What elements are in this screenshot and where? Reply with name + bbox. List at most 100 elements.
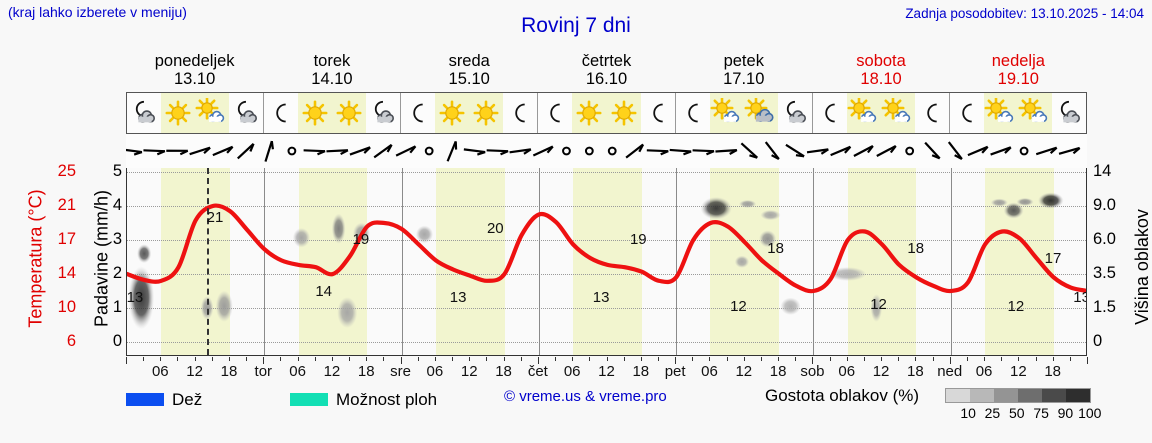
horizontal-gridline bbox=[127, 240, 1086, 241]
cloud-height-axis-ticks: 14 9.0 6.0 3.5 1.5 0 bbox=[1093, 160, 1137, 370]
x-axis-label: sob bbox=[800, 363, 825, 380]
copyright-link[interactable]: © vreme.us & vreme.pro bbox=[504, 388, 667, 405]
daylight-band bbox=[573, 168, 642, 355]
temperature-value-label: 12 bbox=[730, 298, 747, 316]
cloud-patch bbox=[337, 297, 358, 328]
rain-legend-swatch bbox=[126, 393, 164, 406]
day-name: torek bbox=[313, 52, 351, 70]
x-axis-tick bbox=[469, 357, 471, 361]
x-axis-label: 12 bbox=[323, 363, 341, 380]
x-axis-tick bbox=[452, 357, 454, 361]
day-date: 15.10 bbox=[448, 70, 490, 88]
cloud-height-tick: 14 bbox=[1093, 162, 1112, 180]
icon-day-petek bbox=[676, 93, 813, 133]
day-date: 18.10 bbox=[860, 70, 902, 88]
x-axis-tick bbox=[1001, 357, 1003, 361]
x-axis-label: ned bbox=[937, 363, 963, 380]
moon-cloud-icon bbox=[229, 93, 263, 133]
cloud-patch bbox=[990, 198, 1008, 207]
precipitation-tick: 2 bbox=[112, 264, 122, 282]
cloud-patch bbox=[415, 225, 434, 244]
temperature-curve-layer bbox=[127, 203, 1086, 294]
x-axis-label: 06 bbox=[701, 363, 718, 380]
x-axis-tick bbox=[812, 357, 814, 364]
x-axis-tick bbox=[297, 357, 299, 361]
cloud-height-tick: 3.5 bbox=[1093, 264, 1116, 282]
sun-icon bbox=[332, 93, 367, 133]
page-title: Rovinj 7 dni bbox=[521, 14, 631, 37]
day-name: četrtek bbox=[581, 52, 632, 70]
x-axis-label: 18 bbox=[220, 363, 238, 380]
cloud-patch bbox=[137, 244, 152, 264]
wind-barbs-svg bbox=[120, 140, 1081, 162]
sun-icon bbox=[435, 93, 470, 133]
x-axis-tick bbox=[846, 357, 848, 361]
cloud-height-tick: 1.5 bbox=[1093, 298, 1116, 316]
day-header-nedelja: nedelja 19.10 bbox=[950, 52, 1087, 88]
cloud-density-legend-title: Gostota oblakov (%) bbox=[765, 386, 920, 405]
temperature-tick: 25 bbox=[57, 162, 76, 180]
moon-cloud-icon bbox=[127, 93, 161, 133]
horizontal-gridline bbox=[127, 172, 1086, 173]
day-date: 19.10 bbox=[997, 70, 1039, 88]
x-axis-tick bbox=[349, 357, 351, 361]
day-separator bbox=[538, 168, 540, 355]
sun-cloud-icon bbox=[846, 93, 881, 133]
x-axis-tick bbox=[520, 357, 522, 361]
x-axis-label: 18 bbox=[769, 363, 787, 380]
cloud-patch bbox=[331, 213, 346, 244]
daylight-band bbox=[161, 168, 230, 355]
day-separator bbox=[813, 168, 815, 355]
temperature-value-label: 18 bbox=[767, 240, 784, 258]
temperature-tick: 14 bbox=[57, 264, 76, 282]
sun-icon bbox=[572, 93, 607, 133]
x-axis-tick bbox=[537, 357, 539, 364]
x-axis-tick bbox=[211, 357, 213, 361]
sun-cloud-icon bbox=[983, 93, 1018, 133]
x-axis-tick bbox=[760, 357, 762, 361]
day-separator bbox=[264, 168, 266, 355]
x-axis-label: 12 bbox=[598, 363, 615, 380]
cloud-patch bbox=[734, 255, 750, 268]
x-axis-label: 06 bbox=[563, 363, 581, 380]
weather-icon-band bbox=[126, 92, 1087, 134]
cloud-density-step-75 bbox=[1018, 389, 1042, 402]
horizontal-gridline bbox=[127, 274, 1086, 275]
current-time-marker bbox=[207, 168, 210, 355]
cloud-patch bbox=[829, 267, 867, 281]
temperature-line bbox=[127, 203, 1086, 294]
x-axis-label: 12 bbox=[872, 363, 890, 380]
cloud-density-step-10 bbox=[946, 389, 970, 402]
icon-day-torek bbox=[264, 93, 402, 133]
showers-legend-label: Možnost ploh bbox=[336, 390, 438, 409]
sun-cloud-icon bbox=[195, 93, 230, 133]
showers-legend-swatch bbox=[290, 393, 328, 406]
x-axis-label: 12 bbox=[735, 363, 753, 380]
moon-cloud-icon bbox=[778, 93, 812, 133]
daylight-band bbox=[298, 168, 368, 355]
temperature-tick: 6 bbox=[66, 332, 76, 350]
horizontal-gridline bbox=[127, 342, 1086, 343]
x-axis-tick bbox=[778, 357, 780, 361]
x-axis-tick bbox=[366, 357, 368, 361]
precipitation-tick: 5 bbox=[112, 162, 122, 180]
x-axis-label: 18 bbox=[495, 363, 512, 380]
cloud-patch bbox=[215, 290, 233, 322]
legend: Dež Možnost ploh © vreme.us & vreme.pro … bbox=[0, 386, 1152, 426]
cloud-patch bbox=[870, 294, 883, 322]
cloud-density-step-90 bbox=[1042, 389, 1066, 402]
x-axis-label: tor bbox=[254, 363, 273, 380]
cloud-patch bbox=[1016, 197, 1034, 206]
moon-icon bbox=[950, 93, 984, 133]
cloud-height-tick: 6.0 bbox=[1093, 230, 1116, 248]
cloud-patch bbox=[780, 297, 801, 315]
day-date: 14.10 bbox=[311, 70, 353, 88]
x-axis-label: 06 bbox=[426, 363, 444, 380]
sun-icon bbox=[606, 93, 641, 133]
temperature-value-label: 18 bbox=[907, 240, 925, 258]
day-separator bbox=[401, 168, 403, 355]
location-menu-note: (kraj lahko izberete v meniju) bbox=[8, 4, 187, 20]
icon-day-nedelja bbox=[950, 93, 1086, 133]
cloud-height-tick: 0 bbox=[1093, 332, 1103, 350]
day-header-petek: petek 17.10 bbox=[675, 52, 812, 88]
